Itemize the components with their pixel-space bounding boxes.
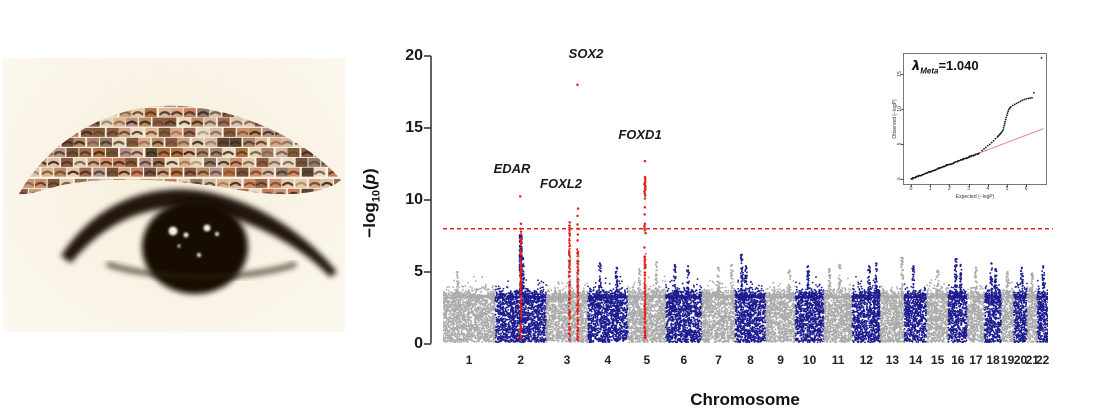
x-tick-label: 22 [1035, 353, 1050, 367]
eyebrow-collage-image [3, 58, 345, 332]
qq-plot-canvas [910, 57, 1044, 180]
qq-tick-label [901, 109, 904, 110]
qq-tick-label [1007, 184, 1008, 187]
qq-tick-label: 2 [948, 186, 951, 192]
y-tick-label: 10 [405, 191, 423, 208]
qq-tick-label [901, 74, 904, 75]
y-tick-label: 20 [405, 47, 423, 64]
y-tick-label: 5 [414, 263, 423, 280]
lower-eyelid [106, 261, 297, 280]
qq-tick-label: 5 [897, 142, 903, 146]
qq-tick-label [911, 184, 912, 187]
iris [142, 200, 248, 294]
x-tick-label: 18 [986, 353, 1000, 367]
gene-label-foxl2: FOXL2 [540, 176, 582, 191]
x-tick-label: 3 [563, 353, 571, 367]
qq-tick-label [1026, 184, 1028, 187]
qq-plot-inset: λMeta=1.040 Expected (−logP) Observed (−… [892, 53, 1047, 200]
x-tick-label: 8 [747, 353, 754, 367]
qq-tick-label [901, 179, 904, 180]
x-tick-label: 12 [859, 353, 873, 367]
x-tick-label: 19 [1000, 353, 1015, 367]
x-tick-label: 2 [517, 353, 525, 367]
qq-tick-label [968, 184, 970, 187]
x-tick-label: 14 [909, 353, 923, 367]
eye-highlights [168, 224, 219, 257]
x-tick-label: 10 [802, 353, 817, 367]
x-tick-label: 5 [643, 353, 651, 367]
qq-tick-label: 0 [909, 186, 913, 192]
qq-tick-label: 6 [1024, 186, 1028, 192]
x-tick-label: 20 [1013, 353, 1028, 367]
qq-tick-label: 4 [986, 186, 990, 192]
gene-label-foxd1: FOXD1 [618, 127, 662, 142]
x-tick-label: 9 [777, 353, 784, 367]
lambda-value: λMeta=1.040 [912, 58, 979, 76]
x-tick-label: 6 [680, 353, 688, 367]
gene-label-sox2: SOX2 [568, 46, 604, 61]
qq-tick-label: 10 [897, 106, 903, 112]
x-axis-title: Chromosome [690, 390, 800, 409]
x-tick-label: 16 [951, 353, 965, 367]
x-tick-label: 15 [930, 353, 945, 367]
x-tick-label: 11 [831, 353, 845, 367]
upper-eyelid [61, 189, 337, 277]
x-tick-label: 7 [715, 353, 722, 367]
x-tick-label: 21 [1025, 353, 1039, 367]
eyebrow-eye-graphic [19, 105, 341, 294]
qq-tick-label [901, 144, 904, 145]
x-tick-label: 4 [604, 353, 612, 367]
qq-tick-label: 3 [967, 186, 970, 192]
gene-label-edar: EDAR [493, 161, 531, 176]
qq-tick-label [930, 184, 932, 187]
x-tick-label: 13 [885, 353, 900, 367]
x-tick-label: 1 [465, 353, 473, 367]
eye-graphic [61, 189, 337, 294]
qq-tick-label [987, 184, 989, 187]
qq-tick-label: 15 [897, 71, 903, 77]
qq-tick-label: 1 [928, 186, 932, 192]
qq-tick-label: 5 [1005, 186, 1009, 192]
y-tick-label: 0 [414, 335, 423, 352]
qq-tick-label [949, 184, 951, 187]
qq-tick-label: 0 [897, 177, 903, 181]
y-tick-label: 15 [405, 119, 423, 136]
x-tick-label: 17 [969, 353, 983, 367]
qq-x-axis-title: Expected (−logP) [955, 194, 995, 200]
y-axis-title: −log10(p) [360, 168, 383, 238]
